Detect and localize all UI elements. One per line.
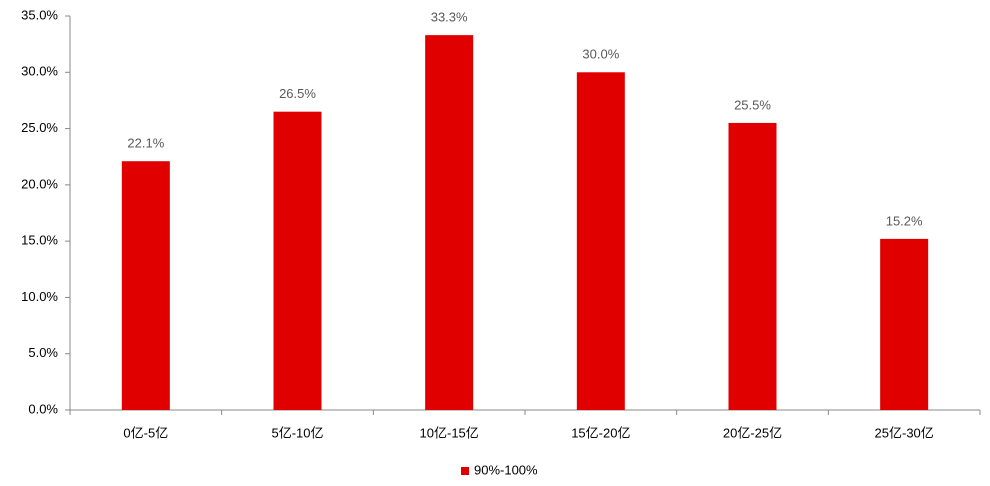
y-tick-label: 35.0%: [21, 7, 58, 22]
bar: [425, 35, 474, 410]
value-label: 25.5%: [734, 97, 771, 112]
y-tick-label: 30.0%: [21, 64, 58, 79]
x-tick-label: 15亿-20亿: [571, 425, 630, 440]
y-tick-label: 0.0%: [28, 401, 58, 416]
bar: [576, 72, 625, 411]
y-tick-label: 10.0%: [21, 289, 58, 304]
value-label: 33.3%: [431, 10, 468, 25]
legend-label: 90%-100%: [474, 462, 538, 477]
legend-swatch: [461, 467, 469, 475]
value-label: 30.0%: [582, 47, 619, 62]
y-tick-label: 25.0%: [21, 120, 58, 135]
y-tick-label: 5.0%: [28, 345, 58, 360]
bar: [121, 161, 170, 410]
bar: [273, 111, 322, 410]
y-tick-label: 15.0%: [21, 233, 58, 248]
x-tick-label: 5亿-10亿: [271, 425, 323, 440]
x-tick-label: 25亿-30亿: [875, 425, 934, 440]
x-tick-label: 0亿-5亿: [123, 425, 168, 440]
value-label: 15.2%: [886, 213, 923, 228]
x-tick-label: 20亿-25亿: [723, 425, 782, 440]
bar: [880, 238, 929, 410]
bar: [728, 122, 777, 410]
y-tick-label: 20.0%: [21, 176, 58, 191]
value-label: 26.5%: [279, 86, 316, 101]
value-label: 22.1%: [127, 136, 164, 151]
x-tick-label: 10亿-15亿: [420, 425, 479, 440]
